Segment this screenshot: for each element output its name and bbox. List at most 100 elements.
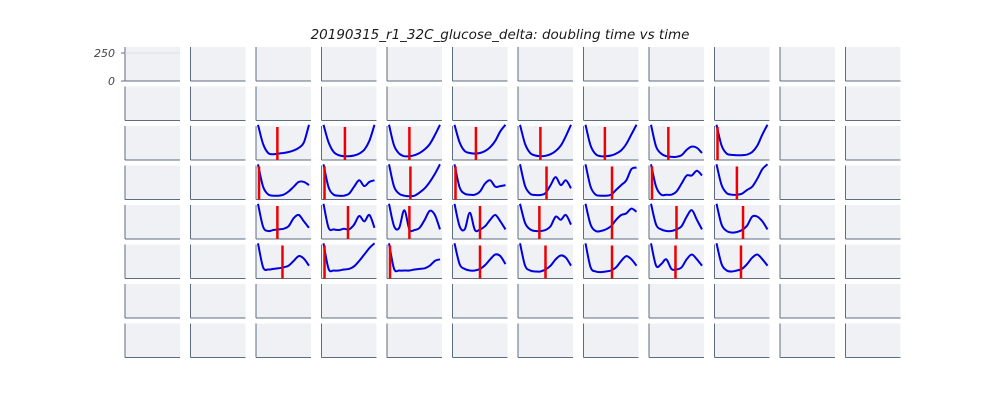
subplot-background — [780, 165, 835, 200]
subplot-r4-c3 — [321, 203, 377, 240]
subplot-r1-c4 — [386, 86, 442, 121]
subplot-background — [387, 284, 442, 318]
doubling-time-curve — [650, 164, 703, 197]
doubling-time-curve — [322, 242, 376, 273]
subplot-r4-c7 — [583, 203, 639, 240]
subplot-r3-c10 — [779, 165, 835, 200]
subplot-background — [190, 244, 246, 279]
subplot-r5-c11 — [845, 244, 901, 279]
subplot-r6-c1 — [190, 284, 246, 319]
subplot-background — [452, 86, 508, 121]
subplot-r7-c11 — [845, 323, 901, 358]
subplot-background — [583, 47, 639, 81]
subplot-background — [714, 86, 770, 121]
subplot-r6-c6 — [517, 284, 573, 319]
subplot-r0-c4 — [386, 47, 442, 82]
subplot-r5-c9 — [714, 243, 770, 279]
subplot-background — [321, 284, 377, 318]
subplot-background — [190, 323, 246, 358]
subplot-r4-c0 — [124, 205, 180, 240]
subplot-background — [321, 47, 377, 81]
subplot-r4-c10 — [779, 205, 835, 240]
subplot-r6-c7 — [583, 284, 639, 319]
subplot-r3-c6 — [517, 164, 573, 200]
subplot-r4-c11 — [845, 205, 901, 240]
subplot-r3-c7 — [583, 164, 639, 200]
subplot-background — [452, 126, 508, 160]
subplot-background — [583, 86, 639, 121]
subplot-background — [321, 323, 377, 358]
subplot-r0-c5 — [452, 47, 508, 82]
subplot-r2-c4 — [386, 124, 442, 161]
subplot-r7-c1 — [190, 323, 246, 358]
subplot-background — [780, 86, 835, 121]
doubling-time-curve — [322, 164, 375, 197]
subplot-r6-c2 — [255, 284, 311, 319]
subplot-r1-c5 — [452, 86, 508, 121]
subplot-background — [190, 126, 246, 160]
subplot-r2-c6 — [517, 124, 573, 161]
subplot-background — [845, 126, 901, 160]
doubling-time-curve — [715, 124, 769, 157]
subplot-background — [256, 205, 311, 239]
subplot-r7-c7 — [583, 323, 639, 358]
subplot-r2-c3 — [321, 124, 377, 161]
subplot-r7-c5 — [452, 323, 508, 358]
subplot-r7-c4 — [386, 323, 442, 358]
subplot-r3-c1 — [190, 165, 246, 200]
subplot-background — [125, 126, 180, 160]
subplot-r3-c9 — [714, 163, 770, 200]
subplot-r2-c0 — [124, 126, 180, 161]
subplot-background — [387, 47, 442, 81]
subplot-r1-c2 — [255, 86, 311, 121]
subplot-r0-c9 — [714, 47, 770, 82]
subplot-background — [256, 323, 311, 358]
subplot-r5-c8 — [648, 243, 704, 279]
subplot-background — [780, 323, 835, 358]
subplot-background — [387, 205, 442, 239]
subplot-background — [387, 165, 442, 200]
subplot-r7-c6 — [517, 323, 573, 358]
subplot-background — [125, 323, 180, 358]
subplot-background — [845, 86, 901, 121]
subplot-r7-c0 — [124, 323, 180, 358]
subplot-r7-c3 — [321, 323, 377, 358]
subplot-background — [780, 47, 835, 81]
subplot-r5-c4 — [386, 243, 442, 279]
subplot-r4-c5 — [452, 203, 508, 240]
subplot-background — [256, 126, 311, 160]
subplot-background — [190, 284, 246, 318]
subplot-background — [518, 205, 573, 239]
subplot-background — [583, 323, 639, 358]
subplot-background — [321, 86, 377, 121]
subplot-r0-c11 — [845, 47, 901, 82]
subplot-r5-c2 — [255, 243, 311, 279]
subplot-r2-c9 — [714, 124, 770, 161]
subplot-r6-c9 — [714, 284, 770, 319]
subplot-r6-c5 — [452, 284, 508, 319]
subplot-r6-c8 — [648, 284, 704, 319]
subplot-r5-c5 — [452, 243, 508, 279]
subplot-background — [518, 323, 573, 358]
subplot-r2-c2 — [255, 124, 311, 161]
subplot-r3-c11 — [845, 165, 901, 200]
subplot-background — [452, 165, 508, 200]
subplot-background — [256, 284, 311, 318]
subplot-background — [845, 323, 901, 358]
y-tick-label-bottom: 0 — [108, 75, 115, 88]
subplot-r6-c3 — [321, 284, 377, 319]
subplot-background — [780, 244, 835, 279]
subplot-background — [452, 47, 508, 81]
subplot-background — [125, 86, 180, 121]
subplot-r7-c2 — [255, 323, 311, 358]
subplot-background — [583, 284, 639, 318]
subplot-r0-c3 — [321, 47, 377, 82]
doubling-time-curve — [388, 203, 441, 233]
subplot-r4-c9 — [714, 203, 770, 240]
subplot-r2-c10 — [779, 126, 835, 161]
subplot-background — [125, 284, 180, 318]
subplot-background — [518, 126, 573, 160]
subplot-r6-c4 — [386, 284, 442, 319]
y-tick-label-top: 250 — [94, 47, 115, 60]
